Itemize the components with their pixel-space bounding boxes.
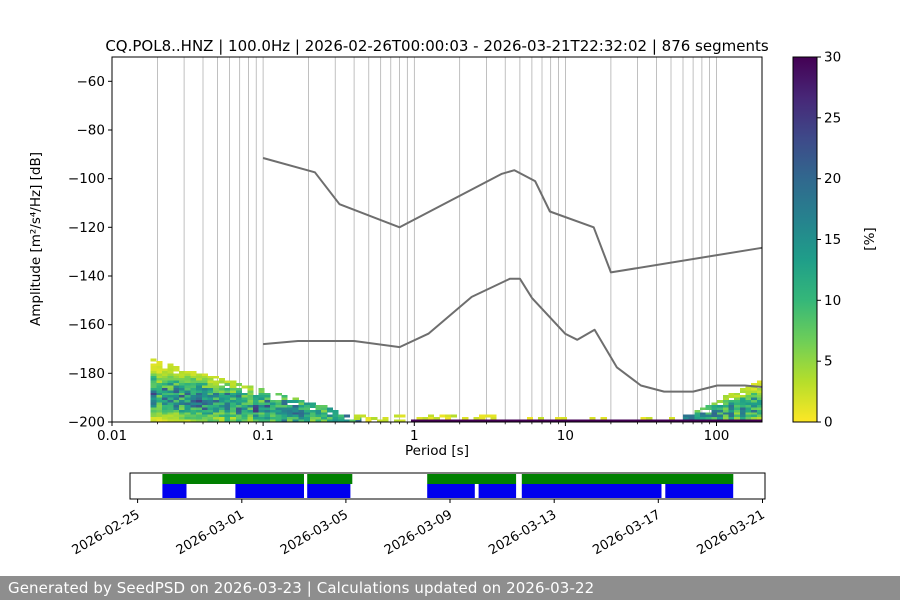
svg-text:30: 30	[824, 50, 841, 66]
psd-coverage-segment	[665, 484, 734, 498]
x-axis-label: Period [s]	[405, 443, 469, 459]
svg-text:25: 25	[824, 110, 841, 126]
svg-text:−200: −200	[68, 415, 105, 431]
psd-coverage-segment	[162, 484, 187, 498]
histogram	[150, 358, 763, 423]
psd-coverage-segment	[307, 484, 351, 498]
data-coverage-segment	[162, 474, 304, 484]
data-coverage-segment	[307, 474, 353, 484]
psd-coverage-segment	[235, 484, 304, 498]
svg-text:−80: −80	[77, 123, 106, 139]
svg-text:0.1: 0.1	[252, 428, 273, 444]
footer-bar: Generated by SeedPSD on 2026-03-23 | Cal…	[0, 576, 900, 600]
svg-text:−140: −140	[68, 269, 105, 285]
svg-text:−120: −120	[68, 220, 105, 236]
y-axis-label: Amplitude [m²/s⁴/Hz] [dB]	[28, 152, 44, 326]
timeline-date-label: 2026-03-05	[278, 507, 351, 558]
timeline-date-label: 2026-02-25	[70, 507, 143, 558]
svg-text:15: 15	[824, 232, 841, 248]
svg-text:1: 1	[410, 428, 419, 444]
footer-text: Generated by SeedPSD on 2026-03-23 | Cal…	[8, 579, 595, 597]
data-coverage-segment	[521, 474, 734, 484]
colorbar-label: [%]	[862, 227, 878, 250]
timeline-date-label: 2026-03-21	[695, 507, 768, 558]
svg-text:10: 10	[824, 293, 841, 309]
timeline-date-label: 2026-03-01	[174, 507, 247, 558]
svg-text:5: 5	[824, 354, 833, 370]
noise-model-nlnm	[263, 277, 763, 393]
svg-text:−180: −180	[68, 366, 105, 382]
noise-models	[262, 157, 763, 393]
gridlines	[157, 57, 717, 422]
svg-text:100: 100	[704, 428, 730, 444]
svg-text:−60: −60	[77, 74, 106, 90]
psd-coverage-segment	[478, 484, 517, 498]
svg-text:0: 0	[824, 415, 833, 431]
psd-coverage-segment	[521, 484, 662, 498]
svg-text:−100: −100	[68, 171, 105, 187]
timeline-date-label: 2026-03-09	[382, 507, 455, 558]
chart-title: CQ.POL8..HNZ | 100.0Hz | 2026-02-26T00:0…	[105, 37, 769, 55]
svg-text:10: 10	[557, 428, 574, 444]
colorbar: 0 5 10 15 20 25 30	[792, 50, 841, 431]
svg-text:0.01: 0.01	[97, 428, 127, 444]
noise-model-nhnm	[262, 157, 763, 274]
timeline-date-label: 2026-03-13	[486, 507, 559, 558]
data-coverage-segment	[427, 474, 517, 484]
svg-text:20: 20	[824, 171, 841, 187]
psd-coverage-segment	[427, 484, 475, 498]
timeline: 2026-02-25 2026-03-01 2026-03-05 2026-03-09…	[70, 472, 768, 558]
svg-text:−160: −160	[68, 317, 105, 333]
timeline-date-label: 2026-03-17	[590, 507, 663, 558]
